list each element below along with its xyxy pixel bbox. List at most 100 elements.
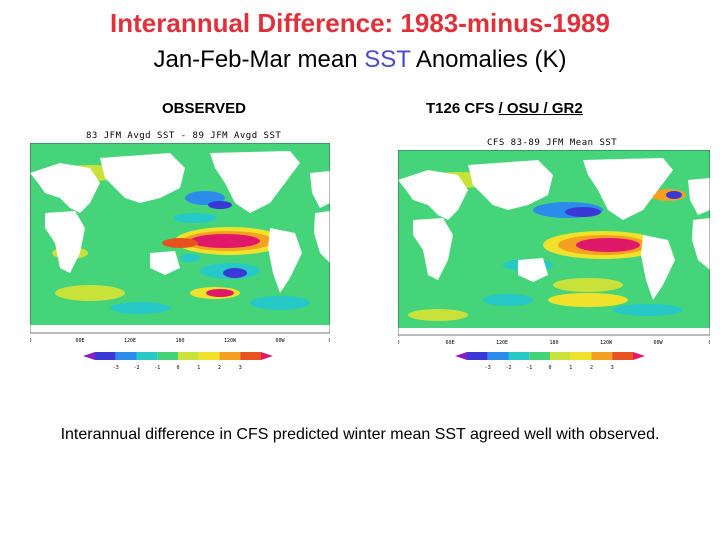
lon-tick-label: 120W: [224, 338, 237, 344]
landmass: [30, 325, 330, 333]
landmass: [413, 218, 453, 280]
anomaly-blob: [208, 201, 232, 209]
anomaly-blob: [666, 191, 682, 199]
landmass: [398, 328, 710, 335]
landmass: [100, 153, 185, 203]
subtitle-post: Anomalies (K): [410, 46, 567, 73]
colorbar-tick-label: 0: [176, 365, 179, 371]
colorbar-tick-label: 3: [611, 365, 614, 371]
landmass: [30, 163, 100, 213]
colorbar-cell: [487, 352, 509, 360]
subtitle-pre: Jan-Feb-Mar mean: [153, 46, 365, 73]
landmass: [398, 170, 468, 220]
colorbar-cell: [178, 352, 199, 360]
colorbar-cell: [612, 352, 633, 360]
colorbar-tick-label: 1: [569, 365, 572, 371]
slide-subtitle: Jan-Feb-Mar mean SST Anomalies (K): [0, 46, 720, 74]
colorbar-tick-label: -3: [113, 365, 119, 371]
landmass: [692, 218, 710, 270]
anomaly-blob: [576, 238, 640, 252]
anomaly-blob: [110, 302, 170, 314]
colorbar-tick-label: 2: [590, 365, 593, 371]
anomaly-blob: [408, 309, 468, 321]
colorbar-cell: [157, 352, 178, 360]
cfs-label-pre: T126 CFS: [426, 100, 499, 117]
colorbar-arrow-right: [261, 352, 273, 360]
anomaly-blob: [162, 238, 198, 248]
landmass: [310, 171, 330, 208]
landmass: [641, 235, 675, 300]
colorbar-tick-label: 0: [548, 365, 551, 371]
colorbar-cell: [550, 352, 571, 360]
colorbar-cell: [467, 352, 488, 360]
anomaly-blob: [250, 296, 310, 310]
colorbar-tick-label: -3: [485, 365, 491, 371]
colorbar-tick-label: 3: [239, 365, 242, 371]
landmass: [150, 251, 180, 275]
colorbar-cell: [240, 352, 261, 360]
colorbar-cell: [198, 352, 220, 360]
colorbar-cell: [570, 352, 592, 360]
lon-tick-label: 0: [708, 340, 710, 346]
lon-tick-label: 60W: [653, 340, 663, 346]
anomaly-blob: [223, 268, 247, 278]
map-frame: [30, 143, 330, 334]
subtitle-sst: SST: [364, 46, 411, 73]
colorbar-tick-label: -2: [505, 365, 511, 371]
landmass: [210, 151, 300, 213]
colorbar-cell: [529, 352, 550, 360]
observed-sst-map: 60N30NEQ30S60S 060E120E180120W60W0: [30, 143, 330, 344]
colorbar-cell: [136, 352, 158, 360]
colorbar-tick-label: 2: [218, 365, 221, 371]
lon-tick-label: 180: [175, 338, 184, 344]
lon-tick-label: 120E: [496, 340, 508, 346]
cfs-sst-map: 60N30NEQ30S60S 060E120E180120W60W0: [398, 150, 710, 346]
colorbar-tick-label: -1: [526, 365, 532, 371]
landmass: [518, 258, 548, 282]
colorbar-arrow-right: [633, 352, 645, 360]
anomaly-blob: [190, 234, 260, 248]
colorbar-arrow-left: [455, 352, 467, 360]
observed-label: OBSERVED: [162, 100, 246, 117]
anomaly-blob: [483, 294, 533, 306]
lon-tick-label: 60W: [275, 338, 285, 344]
slide-title: Interannual Difference: 1983-minus-1989: [110, 8, 610, 38]
colorbar-tick-label: -1: [154, 365, 160, 371]
anomaly-blob: [206, 289, 234, 297]
colorbar-cell: [95, 352, 116, 360]
colorbar-tick-label: -2: [133, 365, 139, 371]
landmass: [45, 211, 85, 273]
colorbar-cell: [508, 352, 530, 360]
anomaly-blob: [55, 285, 125, 301]
colorbar-cell: [219, 352, 241, 360]
cfs-colorbar: -3 -2 -1 0 1 2 3: [455, 352, 645, 371]
landmass: [314, 211, 330, 263]
cfs-map-caption: CFS 83-89 JFM Mean SST: [487, 138, 618, 148]
landmass: [583, 158, 673, 220]
colorbar-cell: [115, 352, 137, 360]
lon-tick-label: 120W: [600, 340, 613, 346]
observed-colorbar: -3 -2 -1 0 1 2 3: [83, 352, 273, 371]
cfs-label-underlined: / OSU / GR2: [498, 100, 583, 117]
lon-tick-label: 60E: [75, 338, 84, 344]
anomaly-blob: [565, 207, 601, 217]
lon-tick-label: 60E: [445, 340, 454, 346]
lon-tick-label: 0: [398, 340, 400, 346]
cfs-label: T126 CFS / OSU / GR2: [426, 100, 583, 117]
landmass: [268, 228, 302, 293]
lon-tick-label: 120E: [124, 338, 136, 344]
lon-tick-label: 0: [30, 338, 32, 344]
observed-map-caption: 83 JFM Avgd SST - 89 JFM Avgd SST: [86, 131, 282, 141]
landmass: [688, 178, 710, 215]
colorbar-cell: [591, 352, 613, 360]
anomaly-blob: [548, 293, 628, 307]
colorbar-tick-label: 1: [197, 365, 200, 371]
landmass: [468, 160, 553, 210]
anomaly-blob: [173, 213, 217, 223]
lon-tick-label: 180: [549, 340, 558, 346]
colorbar-arrow-left: [83, 352, 95, 360]
anomaly-blob: [553, 278, 623, 292]
slide-footer: Interannual difference in CFS predicted …: [60, 426, 660, 443]
map-frame: [398, 150, 710, 336]
anomaly-blob: [180, 254, 200, 262]
